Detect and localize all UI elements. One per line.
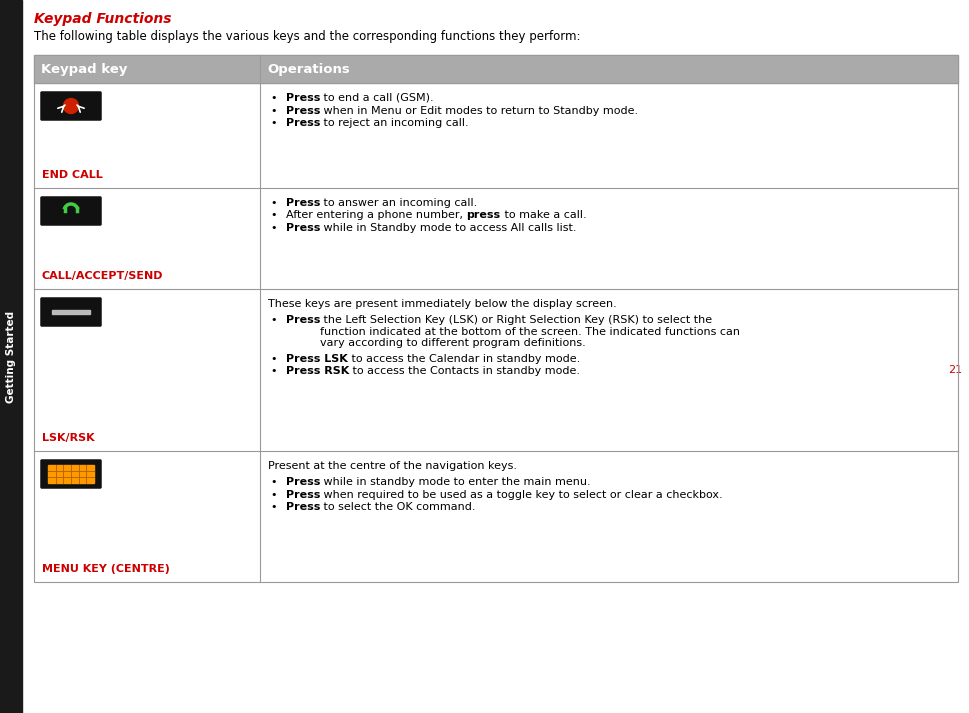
FancyBboxPatch shape [41, 91, 102, 120]
Text: the Left Selection Key (LSK) or Right Selection Key (RSK) to select the
function: the Left Selection Key (LSK) or Right Se… [320, 315, 739, 349]
Bar [47, 465, 94, 483]
Text: After entering a phone number,: After entering a phone number, [286, 210, 466, 220]
Text: Press: Press [286, 93, 320, 103]
FancyBboxPatch shape [41, 297, 102, 327]
Text: Keypad Functions: Keypad Functions [34, 12, 172, 26]
Text: 21: 21 [947, 365, 961, 375]
Text: •: • [269, 490, 276, 500]
Text: END CALL: END CALL [42, 170, 103, 180]
Text: press: press [466, 210, 500, 220]
Text: to make a call.: to make a call. [500, 210, 585, 220]
Text: The following table displays the various keys and the corresponding functions th: The following table displays the various… [34, 30, 579, 43]
Text: •: • [269, 366, 276, 376]
Text: to select the OK command.: to select the OK command. [320, 502, 476, 512]
Text: •: • [269, 477, 276, 487]
Text: •: • [269, 93, 276, 103]
Text: Keypad key: Keypad key [41, 63, 127, 76]
Bar [34, 188, 957, 289]
Text: •: • [269, 223, 276, 233]
Circle shape [63, 98, 78, 113]
Text: Press RSK: Press RSK [286, 366, 349, 376]
Text: Press LSK: Press LSK [286, 354, 348, 364]
Text: to access the Contacts in standby mode.: to access the Contacts in standby mode. [349, 366, 579, 376]
Text: •: • [269, 210, 276, 220]
Text: Press: Press [286, 118, 320, 128]
Bar [0, 0, 22, 713]
Text: to reject an incoming call.: to reject an incoming call. [320, 118, 469, 128]
FancyBboxPatch shape [41, 197, 102, 225]
Text: to answer an incoming call.: to answer an incoming call. [320, 198, 477, 208]
Text: while in Standby mode to access All calls list.: while in Standby mode to access All call… [320, 223, 577, 233]
Bar [34, 55, 957, 582]
Text: •: • [269, 118, 276, 128]
Text: while in standby mode to enter the main menu.: while in standby mode to enter the main … [320, 477, 590, 487]
Bar [34, 55, 957, 83]
Bar [34, 83, 957, 188]
Text: These keys are present immediately below the display screen.: These keys are present immediately below… [267, 299, 616, 309]
Text: Present at the centre of the navigation keys.: Present at the centre of the navigation … [267, 461, 516, 471]
Text: •: • [269, 354, 276, 364]
Text: to access the Calendar in standby mode.: to access the Calendar in standby mode. [348, 354, 579, 364]
Bar [34, 451, 957, 582]
Text: Operations: Operations [266, 63, 350, 76]
Text: Press: Press [286, 502, 320, 512]
Text: LSK/RSK: LSK/RSK [42, 433, 95, 443]
Text: when required to be used as a toggle key to select or clear a checkbox.: when required to be used as a toggle key… [320, 490, 722, 500]
Text: Press: Press [286, 106, 320, 116]
Text: to end a call (GSM).: to end a call (GSM). [320, 93, 433, 103]
Text: MENU KEY (CENTRE): MENU KEY (CENTRE) [42, 564, 170, 574]
Text: •: • [269, 315, 276, 325]
Bar [52, 310, 90, 314]
FancyBboxPatch shape [41, 459, 102, 488]
Text: Press: Press [286, 490, 320, 500]
Text: Press: Press [286, 315, 320, 325]
Text: Press: Press [286, 223, 320, 233]
Text: •: • [269, 198, 276, 208]
Text: Press: Press [286, 477, 320, 487]
Text: •: • [269, 502, 276, 512]
Text: when in Menu or Edit modes to return to Standby mode.: when in Menu or Edit modes to return to … [320, 106, 638, 116]
Text: •: • [269, 106, 276, 116]
Text: Getting Started: Getting Started [6, 310, 16, 403]
Bar [34, 289, 957, 451]
Text: Press: Press [286, 198, 320, 208]
Text: CALL/ACCEPT/SEND: CALL/ACCEPT/SEND [42, 271, 164, 281]
